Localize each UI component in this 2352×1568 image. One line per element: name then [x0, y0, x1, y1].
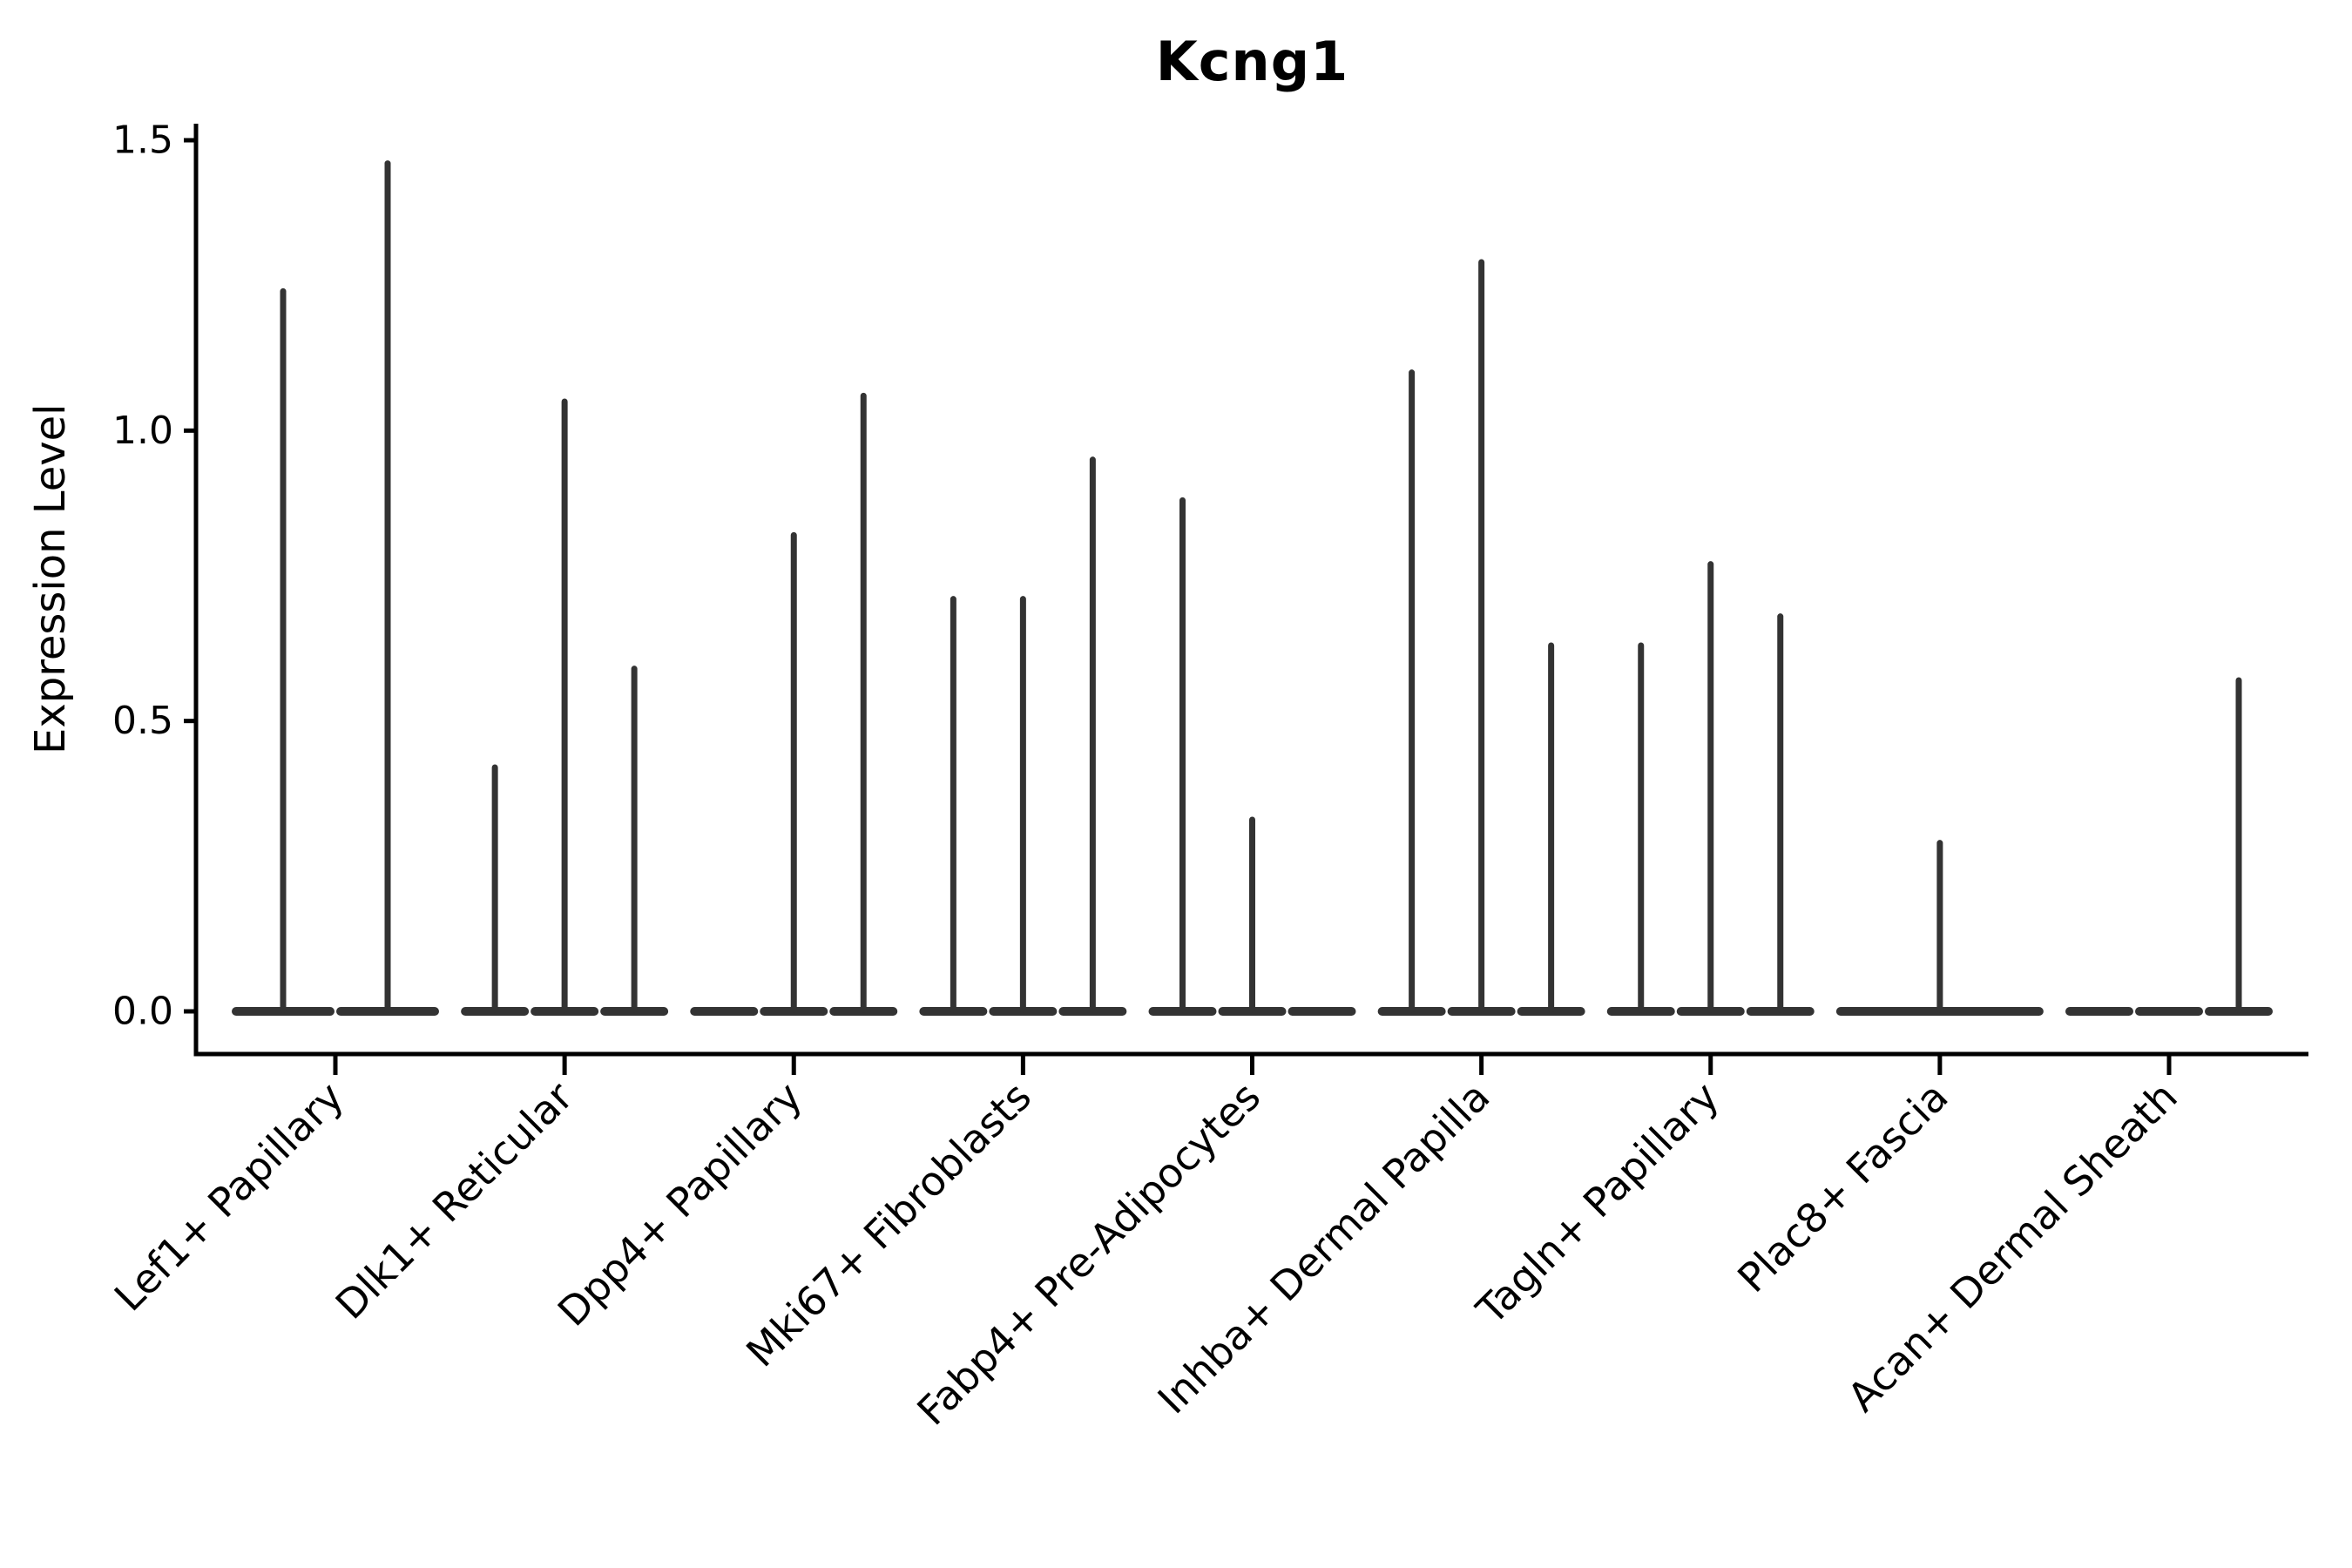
violin-base [1288, 1007, 1356, 1016]
x-tick-label: Dpp4+ Papillary [549, 1073, 811, 1335]
axis-spines [193, 124, 2308, 1057]
x-tick-label: Tagln+ Papillary [1467, 1073, 1728, 1335]
x-tick-label: Lef1+ Papillary [105, 1073, 353, 1321]
chart-title: Kcng1 [1155, 30, 1349, 93]
violin-base [2135, 1007, 2203, 1016]
x-tick-label: Plac8+ Fascia [1728, 1073, 1957, 1301]
y-tick-label: 1.0 [112, 409, 173, 453]
y-tick-label: 1.5 [112, 118, 173, 162]
violin-base [2065, 1007, 2133, 1016]
x-tick-label: Dlk1+ Reticular [327, 1073, 582, 1328]
y-tick-label: 0.5 [112, 699, 173, 743]
y-tick-label: 0.0 [112, 990, 173, 1034]
violin-base [690, 1007, 759, 1016]
